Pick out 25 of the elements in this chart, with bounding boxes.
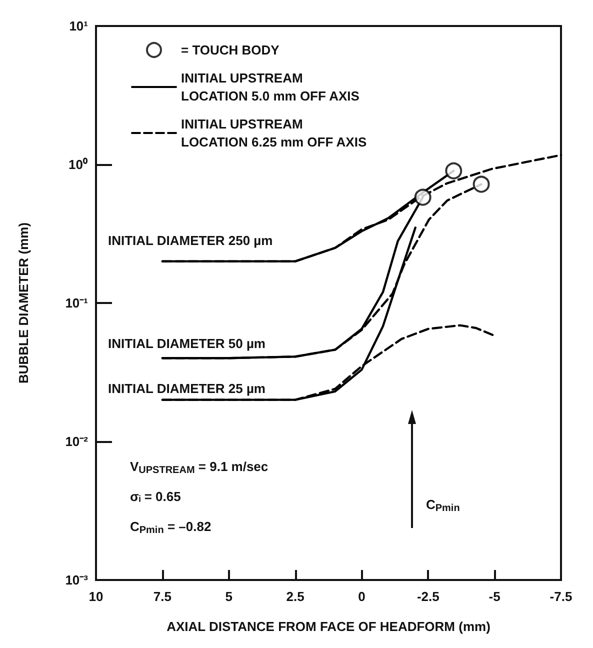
y-tick-label: 10⁻¹: [65, 296, 88, 310]
y-axis-title: BUBBLE DIAMETER (mm): [16, 222, 31, 384]
x-tick-label: 5: [225, 589, 232, 604]
annotation: INITIAL DIAMETER 250 µm: [108, 233, 273, 248]
point: [472, 176, 490, 193]
y-tick-label: 10⁰: [68, 157, 88, 172]
x-tick-label: -5: [488, 589, 500, 604]
y-tick-label: 10¹: [69, 18, 88, 34]
x-tick-label: 0: [358, 589, 366, 604]
point: [445, 162, 462, 180]
annotation: σᵢ = 0.65: [130, 489, 181, 504]
x-tick-label: -2.5: [416, 589, 440, 604]
x-tick-label: -7.5: [550, 589, 572, 604]
legend-label: INITIAL UPSTREAM LOCATION 5.0 mm OFF AXIS: [181, 70, 360, 104]
annotation: INITIAL DIAMETER 25 µm: [108, 381, 266, 396]
legend-label: = TOUCH BODY: [181, 42, 280, 58]
x-tick-label: 7.5: [153, 589, 172, 604]
point: [414, 188, 432, 206]
y-tick-label: 10⁻³: [65, 572, 89, 588]
y-tick-label: 10⁻²: [65, 434, 89, 449]
x-tick-label: 10: [88, 589, 104, 604]
x-tick-label: 2.5: [286, 589, 304, 604]
annotation: INITIAL DIAMETER 50 µm: [108, 336, 266, 351]
legend-label: INITIAL UPSTREAM LOCATION 6.25 mm OFF AXIS: [181, 116, 367, 150]
x-axis-title: AXIAL DISTANCE FROM FACE OF HEADFORM (mm): [166, 619, 490, 634]
